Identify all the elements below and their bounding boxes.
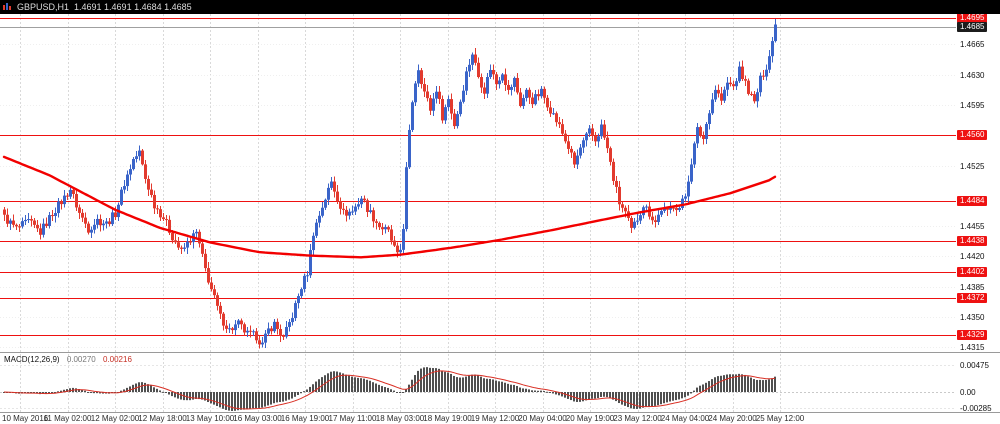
time-axis-label: 18 May 03:00 xyxy=(375,414,425,423)
time-axis-label: 11 May 02:00 xyxy=(43,414,92,423)
time-axis-label: 12 May 02:00 xyxy=(90,414,140,423)
candlesticks xyxy=(3,19,777,349)
bid-price-label: 1.4685 xyxy=(957,21,988,32)
time-axis-label: 16 May 19:00 xyxy=(280,414,330,423)
macd-panel xyxy=(0,365,956,409)
time-axis-label: 20 May 04:00 xyxy=(518,414,567,423)
macd-signal-line xyxy=(3,370,776,410)
price-axis-label: 1.4595 xyxy=(960,100,985,110)
price-axis-label: 1.4385 xyxy=(960,282,985,292)
price-axis-label: 1.4630 xyxy=(960,70,985,80)
price-level-label: 1.4402 xyxy=(957,267,988,278)
time-axis-label: 18 May 19:00 xyxy=(423,414,472,423)
price-axis-label: 1.4455 xyxy=(960,222,985,232)
time-axis-label: 12 May 18:00 xyxy=(138,414,187,423)
horizontal-level-lines xyxy=(0,18,956,336)
macd-value: 0.00270 xyxy=(66,355,96,364)
price-axis-label: 1.4350 xyxy=(960,313,985,323)
time-axis-label: 13 May 10:00 xyxy=(185,414,235,423)
macd-histogram xyxy=(3,367,776,411)
macd-name: MACD(12,26,9) xyxy=(4,355,60,364)
time-axis-label: 10 May 2016 xyxy=(2,414,49,423)
time-axis-label: 24 May 04:00 xyxy=(660,414,710,423)
price-level-label: 1.4329 xyxy=(957,330,988,341)
macd-axis-label: 0.00 xyxy=(960,388,976,397)
price-axis-label: 1.4315 xyxy=(960,343,985,353)
price-axis-label: 1.4665 xyxy=(960,40,985,50)
time-axis-label: 25 May 12:00 xyxy=(755,414,805,423)
symbol-ohlc-title: GBPUSD,H1 1.4691 1.4691 1.4684 1.4685 xyxy=(17,2,192,12)
time-axis[interactable]: 10 May 2016 11 May 02:00 12 May 02:00 12 Ma… xyxy=(0,414,1000,424)
price-level-label: 1.4484 xyxy=(957,196,988,207)
time-axis-label: 16 May 03:00 xyxy=(233,414,282,423)
time-axis-label: 24 May 20:00 xyxy=(708,414,757,423)
price-level-label: 1.4695 xyxy=(957,13,988,24)
chart-icon xyxy=(3,3,11,10)
macd-axis-label: 0.00475 xyxy=(960,361,989,371)
panel-separators xyxy=(0,352,1000,413)
time-axis-label: 19 May 12:00 xyxy=(470,414,520,423)
chart-title-bar: GBPUSD,H1 1.4691 1.4691 1.4684 1.4685 xyxy=(0,0,1000,14)
time-axis-label: 20 May 19:00 xyxy=(565,414,615,423)
macd-indicator-label: MACD(12,26,9) 0.00270 0.00216 xyxy=(4,355,132,364)
macd-signal-value: 0.00216 xyxy=(102,355,132,364)
macd-axis-label: -0.00285 xyxy=(960,403,992,413)
price-axis[interactable]: 1.4695 1.4685 1.4665 1.4630 1.4595 1.4560 1.45… xyxy=(956,0,1000,424)
price-axis-label: 1.4420 xyxy=(960,252,985,262)
time-axis-label: 17 May 11:00 xyxy=(328,414,377,423)
price-level-label: 1.4438 xyxy=(957,235,988,246)
price-axis-label: 1.4525 xyxy=(960,161,985,171)
price-level-label: 1.4560 xyxy=(957,130,988,141)
time-axis-label: 23 May 12:00 xyxy=(613,414,662,423)
moving-average-line xyxy=(2,155,777,259)
price-level-label: 1.4372 xyxy=(957,293,988,304)
